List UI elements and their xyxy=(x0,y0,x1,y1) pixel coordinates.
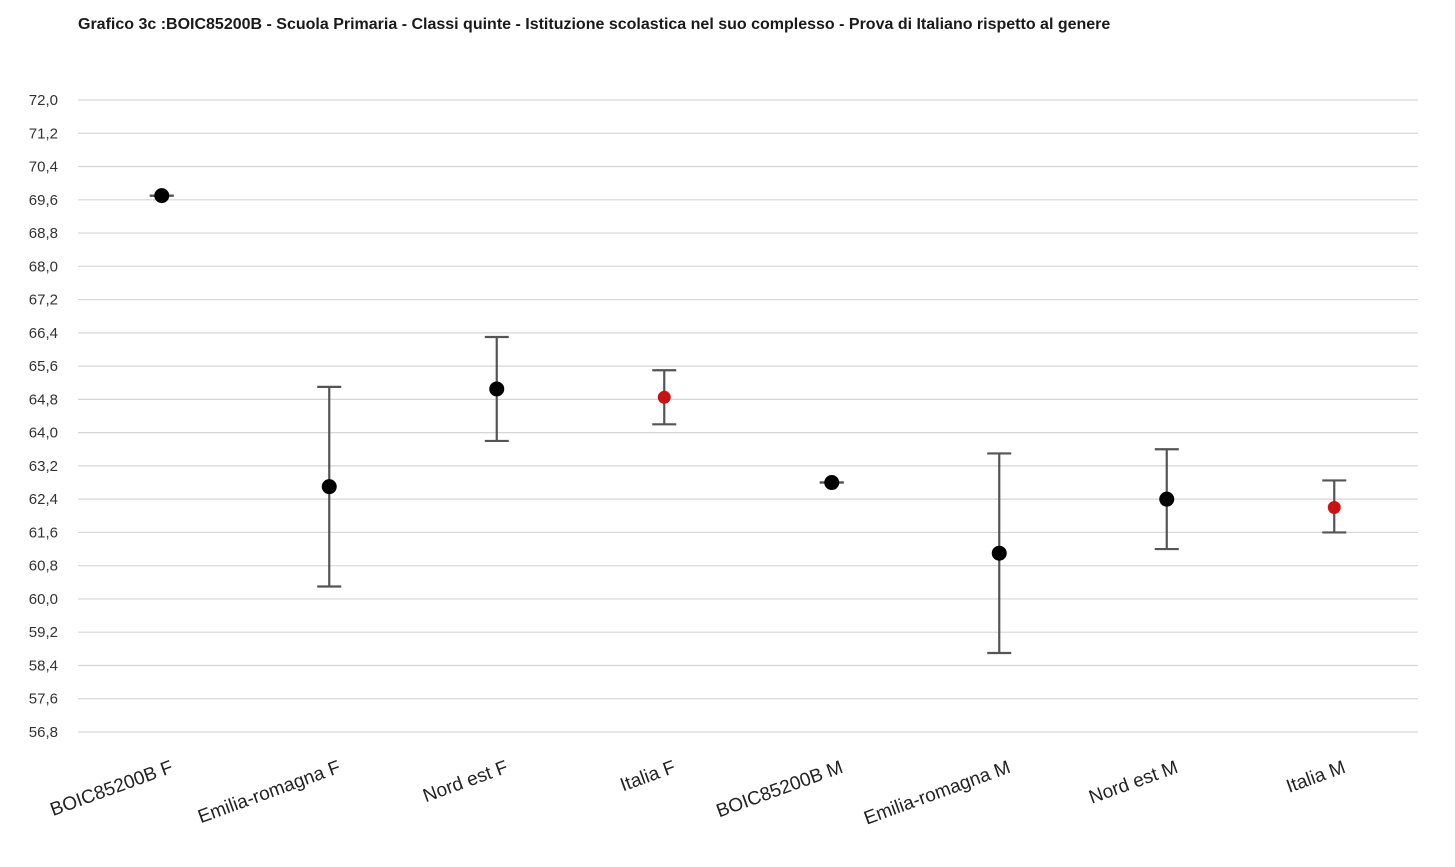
y-tick-label: 66,4 xyxy=(29,325,58,342)
data-point xyxy=(657,390,671,404)
y-tick-label: 72,0 xyxy=(29,92,58,109)
y-tick-label: 70,4 xyxy=(29,159,58,176)
chart-title: Grafico 3c :BOIC85200B - Scuola Primaria… xyxy=(78,16,1111,33)
x-tick-label: BOIC85200B M xyxy=(714,757,846,822)
x-tick-label: Emilia-romagna M xyxy=(861,757,1013,829)
x-tick-label: Italia F xyxy=(618,757,679,796)
x-tick-label: Emilia-romagna F xyxy=(195,757,343,828)
y-tick-label: 56,8 xyxy=(29,724,58,741)
x-tick-label: Nord est F xyxy=(420,757,511,807)
y-tick-label: 65,6 xyxy=(29,358,58,375)
x-tick-label: Italia M xyxy=(1284,757,1349,798)
y-tick-label: 63,2 xyxy=(29,458,58,475)
data-point xyxy=(824,475,840,491)
y-tick-label: 60,8 xyxy=(29,558,58,575)
x-tick-label: BOIC85200B F xyxy=(48,757,176,821)
data-point xyxy=(991,545,1007,561)
x-tick-label: Nord est M xyxy=(1086,757,1181,809)
data-point xyxy=(1327,500,1341,514)
data-point xyxy=(489,381,505,397)
y-tick-label: 59,2 xyxy=(29,624,58,641)
y-tick-label: 68,0 xyxy=(29,258,58,275)
data-point xyxy=(154,188,170,204)
y-tick-label: 58,4 xyxy=(29,657,58,674)
y-tick-label: 68,8 xyxy=(29,225,58,242)
y-tick-label: 62,4 xyxy=(29,491,58,508)
y-tick-label: 67,2 xyxy=(29,292,58,309)
data-point xyxy=(1159,491,1175,507)
y-tick-label: 57,6 xyxy=(29,691,58,708)
y-tick-label: 61,6 xyxy=(29,524,58,541)
y-tick-label: 60,0 xyxy=(29,591,58,608)
y-tick-label: 64,0 xyxy=(29,425,58,442)
data-point xyxy=(321,479,337,495)
y-tick-label: 69,6 xyxy=(29,192,58,209)
y-tick-label: 71,2 xyxy=(29,125,58,142)
y-tick-label: 64,8 xyxy=(29,391,58,408)
